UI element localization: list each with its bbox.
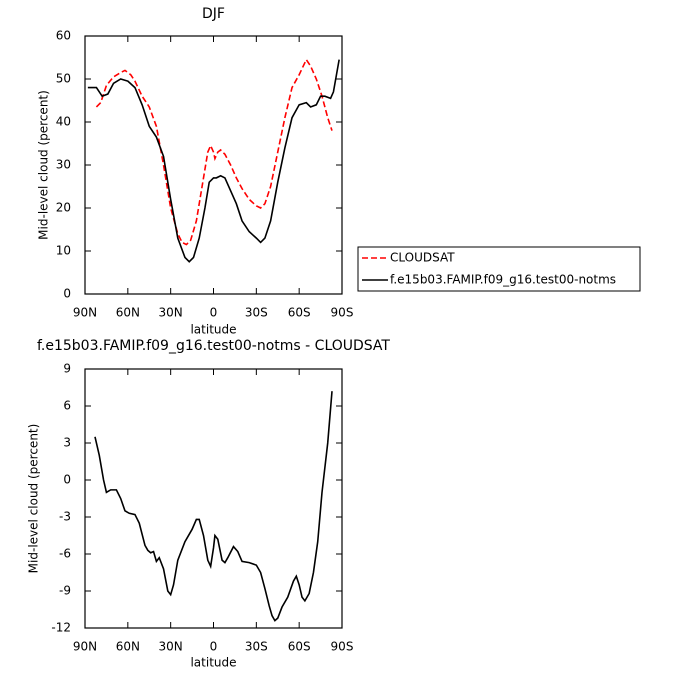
- y-tick-label: -12: [51, 621, 71, 635]
- x-axis-label: latitude: [190, 656, 236, 670]
- x-tick-label: 60S: [288, 306, 311, 320]
- y-tick-label: -6: [59, 547, 71, 561]
- y-axis-label: Mid-level cloud (percent): [27, 424, 41, 574]
- y-tick-label: 10: [56, 244, 71, 258]
- x-tick-label: 60N: [116, 640, 140, 654]
- y-tick-label: 0: [63, 473, 71, 487]
- y-tick-label: 40: [56, 115, 71, 129]
- x-tick-label: 30N: [159, 640, 183, 654]
- y-tick-label: 9: [63, 362, 71, 376]
- y-tick-label: 30: [56, 158, 71, 172]
- y-tick-label: -3: [59, 510, 71, 524]
- y-tick-label: 50: [56, 72, 71, 86]
- x-tick-label: 90N: [73, 306, 97, 320]
- x-tick-label: 0: [210, 640, 218, 654]
- legend-box: [357, 246, 641, 292]
- y-tick-label: 0: [63, 287, 71, 301]
- x-tick-label: 30N: [159, 306, 183, 320]
- x-tick-label: 90S: [331, 640, 354, 654]
- y-tick-label: 20: [56, 201, 71, 215]
- x-tick-label: 30S: [245, 306, 268, 320]
- chart-title: f.e15b03.FAMIP.f09_g16.test00-notms - CL…: [37, 338, 390, 354]
- x-tick-label: 0: [210, 306, 218, 320]
- y-tick-label: 60: [56, 29, 71, 43]
- y-tick-label: -9: [59, 584, 71, 598]
- plot-frame: [84, 368, 343, 629]
- y-tick-label: 3: [63, 436, 71, 450]
- x-tick-label: 60S: [288, 640, 311, 654]
- legend-label: CLOUDSAT: [390, 251, 455, 265]
- data-line: [95, 58, 333, 246]
- legend-label: f.e15b03.FAMIP.f09_g16.test00-notms: [390, 273, 616, 287]
- x-tick-label: 90N: [73, 640, 97, 654]
- data-line: [94, 391, 333, 622]
- y-tick-label: 6: [63, 399, 71, 413]
- x-tick-label: 60N: [116, 306, 140, 320]
- data-line: [87, 59, 340, 263]
- chart-title: DJF: [202, 6, 225, 22]
- y-axis-label: Mid-level cloud (percent): [37, 90, 51, 240]
- x-axis-label: latitude: [190, 323, 236, 337]
- plot-frame: [84, 35, 343, 295]
- x-tick-label: 90S: [331, 306, 354, 320]
- x-tick-label: 30S: [245, 640, 268, 654]
